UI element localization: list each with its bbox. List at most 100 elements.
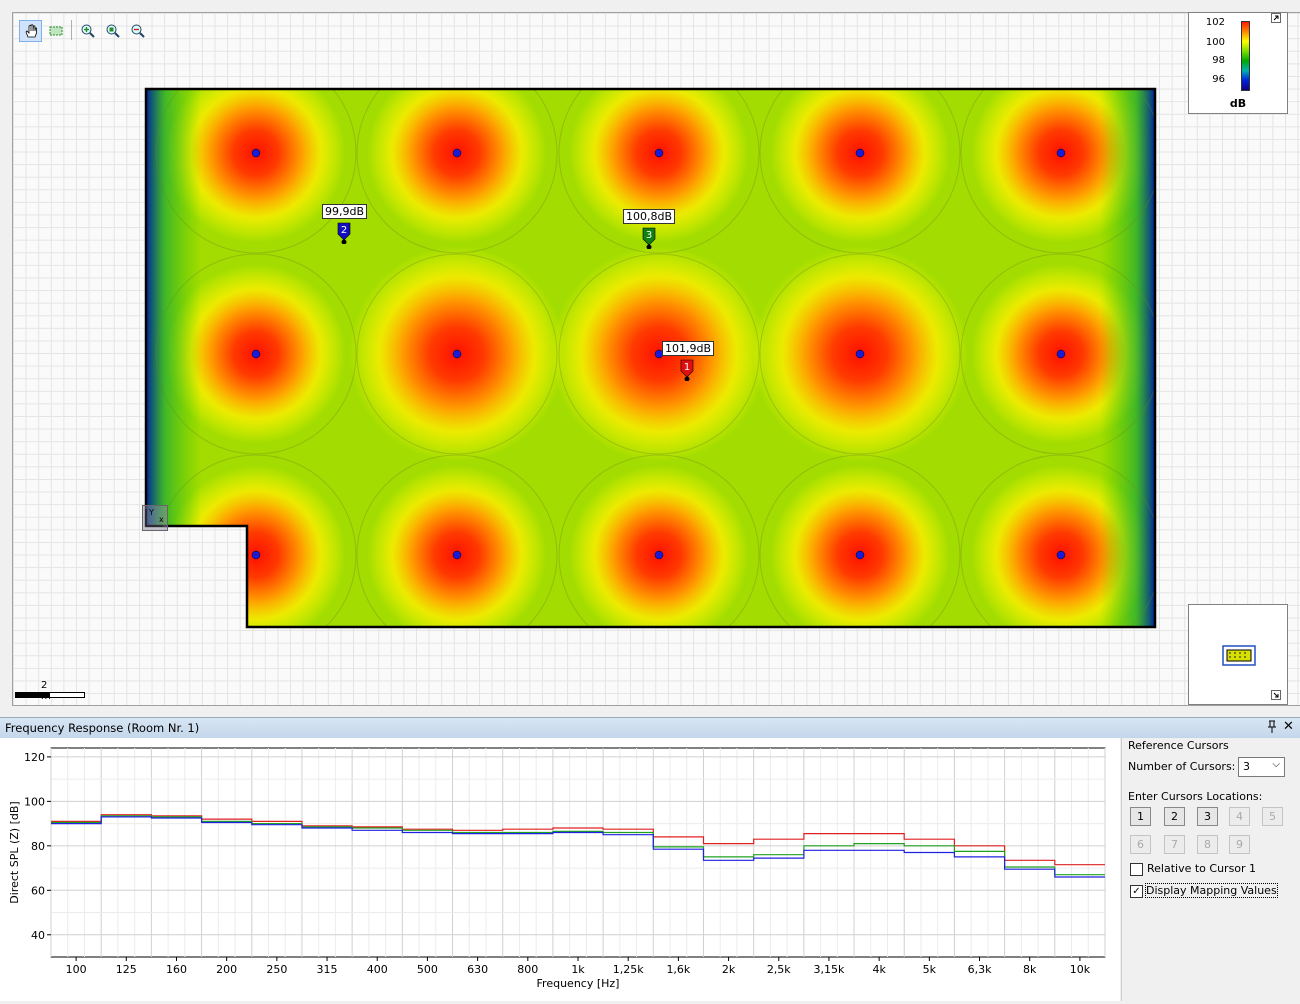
number-of-cursors-value: 3 <box>1243 760 1250 773</box>
speaker-marker[interactable] <box>452 349 462 359</box>
frequency-pane-titlebar[interactable]: Frequency Response (Room Nr. 1) ✕ <box>0 717 1300 738</box>
speaker-marker[interactable] <box>855 349 865 359</box>
number-of-cursors-select[interactable]: 3 ⌵ <box>1238 757 1285 777</box>
zoom-out-icon[interactable] <box>126 20 149 42</box>
x-tick-label: 315 <box>317 963 338 976</box>
enter-locations-label: Enter Cursors Locations: <box>1128 790 1263 803</box>
cursor-settings-panel <box>1121 738 1300 1001</box>
coverage-circle <box>356 253 558 455</box>
x-tick-label: 6,3k <box>968 963 992 976</box>
overview-navigator[interactable] <box>1188 604 1288 705</box>
cursor-location-button-6[interactable]: 6 <box>1130 835 1151 854</box>
svg-text:Y: Y <box>148 508 154 517</box>
pin-icon[interactable] <box>1266 720 1278 737</box>
display-mapping-values-label: Display Mapping Values <box>1145 883 1278 898</box>
speaker-marker[interactable] <box>251 148 261 158</box>
cursor-3-pin[interactable]: 3 <box>642 227 656 252</box>
x-tick-label: 125 <box>116 963 137 976</box>
color-legend: 102 100 98 96 dB <box>1188 12 1288 114</box>
room-map[interactable] <box>0 0 1300 720</box>
y-tick-label: 80 <box>31 840 45 853</box>
y-axis-label: Direct SPL (Z) [dB] <box>8 801 21 903</box>
speaker-marker[interactable] <box>1056 349 1066 359</box>
pan-hand-icon[interactable] <box>19 20 42 42</box>
x-tick-label: 500 <box>417 963 438 976</box>
speaker-marker[interactable] <box>1056 148 1066 158</box>
map-toolbar <box>19 20 149 42</box>
legend-tick: 96 <box>1212 74 1225 85</box>
rect-select-icon[interactable] <box>44 20 67 42</box>
cursor-1-pin[interactable]: 1 <box>680 359 694 384</box>
svg-text:1: 1 <box>684 362 690 373</box>
x-tick-label: 160 <box>166 963 187 976</box>
legend-color-bar <box>1241 21 1250 91</box>
speaker-markers <box>251 148 1066 560</box>
x-tick-label: 2k <box>722 963 736 976</box>
relative-to-cursor-label: Relative to Cursor 1 <box>1147 862 1257 875</box>
cursor-location-button-4[interactable]: 4 <box>1229 807 1250 826</box>
x-tick-label: 8k <box>1023 963 1037 976</box>
x-tick-label: 630 <box>467 963 488 976</box>
speaker-marker[interactable] <box>855 550 865 560</box>
cursor-location-button-8[interactable]: 8 <box>1197 835 1218 854</box>
coverage-circle <box>155 89 357 254</box>
y-tick-label: 120 <box>24 751 45 764</box>
x-axis-label: Frequency [Hz] <box>537 977 620 990</box>
speaker-marker[interactable] <box>1056 550 1066 560</box>
coverage-circle <box>759 89 961 254</box>
x-tick-label: 4k <box>872 963 886 976</box>
cursor-location-button-7[interactable]: 7 <box>1164 835 1185 854</box>
frequency-chart[interactable]: 120 100 80 60 40 100 125 160 200 250 315 400 500 630 8… <box>0 738 1120 1001</box>
x-tick-label: 3,15k <box>814 963 845 976</box>
cursor-location-button-2[interactable]: 2 <box>1164 807 1185 826</box>
speaker-marker[interactable] <box>251 349 261 359</box>
coverage-circle <box>960 89 1155 254</box>
x-tick-label: 250 <box>266 963 287 976</box>
close-icon[interactable]: ✕ <box>1283 719 1294 734</box>
series-line-3 <box>51 816 1105 878</box>
cursor-1-label: 101,9dB <box>662 341 715 356</box>
x-tick-label: 1,25k <box>613 963 644 976</box>
collapse-icon[interactable] <box>1271 690 1281 703</box>
coverage-circle <box>155 253 357 455</box>
cursor-location-button-9[interactable]: 9 <box>1229 835 1250 854</box>
coverage-circle <box>558 253 760 455</box>
coverage-circles <box>155 89 1155 627</box>
x-tick-label: 5k <box>923 963 937 976</box>
cursor-3-label: 100,8dB <box>623 209 676 224</box>
speaker-marker[interactable] <box>654 148 664 158</box>
display-mapping-values-checkbox[interactable]: ✓ <box>1130 885 1143 898</box>
cursor-location-button-3[interactable]: 3 <box>1197 807 1218 826</box>
speaker-marker[interactable] <box>855 148 865 158</box>
toolbar-separator <box>71 20 72 40</box>
coverage-circle <box>960 253 1155 455</box>
cursor-location-button-1[interactable]: 1 <box>1130 807 1151 826</box>
legend-tick: 98 <box>1212 55 1225 66</box>
coverage-circle <box>759 253 961 455</box>
speaker-marker[interactable] <box>251 550 261 560</box>
zoom-window-icon[interactable] <box>101 20 124 42</box>
speaker-marker[interactable] <box>452 550 462 560</box>
x-tick-label: 100 <box>66 963 87 976</box>
zoom-in-icon[interactable] <box>76 20 99 42</box>
relative-to-cursor-checkbox[interactable] <box>1130 863 1143 876</box>
legend-tick: 102 <box>1205 17 1225 28</box>
speaker-marker[interactable] <box>452 148 462 158</box>
x-tick-label: 1k <box>571 963 585 976</box>
coverage-circle <box>960 454 1155 627</box>
x-tick-label: 1,6k <box>666 963 690 976</box>
expand-icon[interactable] <box>1271 13 1281 26</box>
number-of-cursors-label: Number of Cursors: <box>1128 760 1236 773</box>
reference-cursors-heading: Reference Cursors <box>1128 739 1229 752</box>
cursor-location-button-5[interactable]: 5 <box>1262 807 1283 826</box>
scale-line <box>15 692 85 698</box>
y-tick-label: 60 <box>31 884 45 897</box>
x-tick-label: 10k <box>1070 963 1091 976</box>
y-tick-label: 100 <box>24 795 45 808</box>
speaker-marker[interactable] <box>654 550 664 560</box>
x-tick-label: 2,5k <box>767 963 791 976</box>
cursor-2-pin[interactable]: 2 <box>337 222 351 247</box>
svg-text:2: 2 <box>341 225 347 236</box>
y-tick-label: 40 <box>31 929 45 942</box>
